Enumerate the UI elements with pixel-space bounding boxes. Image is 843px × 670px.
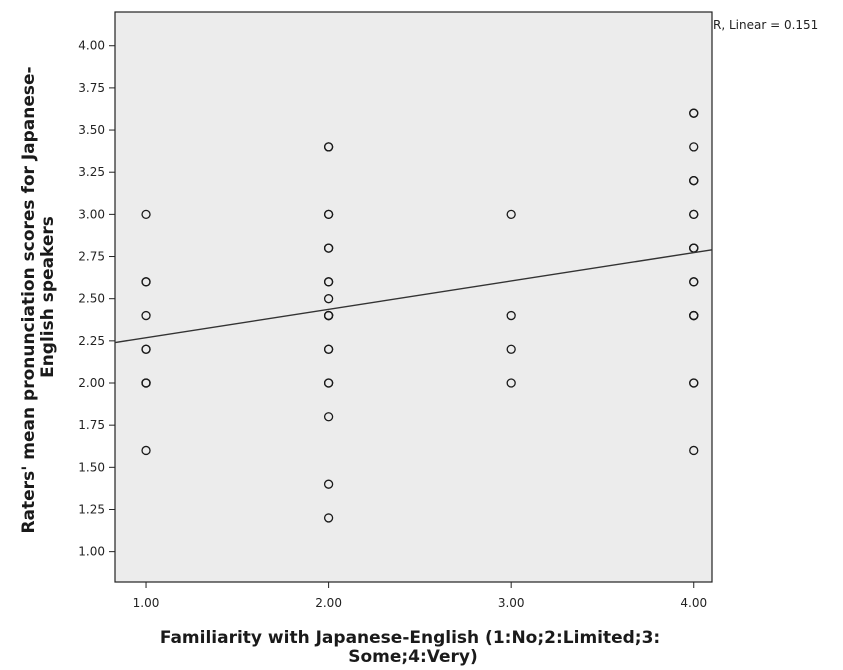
data-point [323,412,334,422]
data-point [323,277,334,287]
y-tick-label: 2.25 [78,334,105,348]
data-points [141,108,699,523]
x-tick-label: 3.00 [498,596,525,610]
y-tick-label: 3.00 [78,207,105,221]
data-point [141,445,151,456]
data-point [323,479,334,489]
data-point [689,142,699,152]
data-point [323,513,334,523]
y-tick-label: 3.50 [78,123,105,137]
y-axis-title-line-1: Raters' mean pronunciation scores for Ja… [19,66,39,533]
data-point [323,243,334,253]
y-tick-label: 2.00 [78,376,105,390]
data-point [323,344,334,354]
x-tick-label: 1.00 [133,596,160,610]
y-tick-label: 1.00 [78,545,105,559]
y-axis-title-line-2: English speakers [38,216,58,378]
y-tick-label: 2.50 [78,292,105,306]
data-point [323,209,334,220]
data-point [323,378,334,388]
data-point [141,344,151,354]
data-point [141,209,151,220]
y-tick-label: 4.00 [78,39,105,53]
data-point [323,294,334,304]
x-tick-label: 4.00 [680,596,707,610]
y-tick-label: 3.25 [78,165,105,179]
data-point [141,277,151,287]
linear-fit-line [114,249,713,344]
data-point [506,310,516,321]
y-tick-label: 1.25 [78,502,105,516]
x-axis: 1.00 2.00 3.00 4.00 [133,582,707,610]
data-point [506,378,516,388]
y-tick-label: 1.50 [78,460,105,474]
y-axis-title: Raters' mean pronunciation scores for Ja… [19,60,58,533]
x-axis-title-line-1: Familiarity with Japanese-English (1:No;… [160,628,660,648]
y-tick-label: 3.75 [78,81,105,95]
plot-area [114,11,713,583]
data-point [506,209,516,220]
data-point [141,378,151,388]
data-point [689,175,699,186]
data-point [689,277,699,287]
y-axis: 1.00 1.25 1.50 1.75 2.00 2.25 2.50 2.75 3.00 3.25… [78,39,115,559]
data-point [689,310,699,321]
data-point [323,310,334,321]
data-point [323,142,334,152]
y-tick-label: 2.75 [78,250,105,264]
data-point [689,378,699,388]
data-point [506,344,516,354]
data-point [689,445,699,456]
x-tick-label: 2.00 [315,596,342,610]
data-point [689,209,699,220]
y-tick-label: 1.75 [78,418,105,432]
x-axis-title: Familiarity with Japanese-English (1:No;… [160,628,666,667]
x-axis-title-line-2: Some;4:Very) [348,647,478,667]
fit-line-label: R, Linear = 0.151 [713,18,818,32]
data-point [141,310,151,321]
data-point [689,108,699,118]
